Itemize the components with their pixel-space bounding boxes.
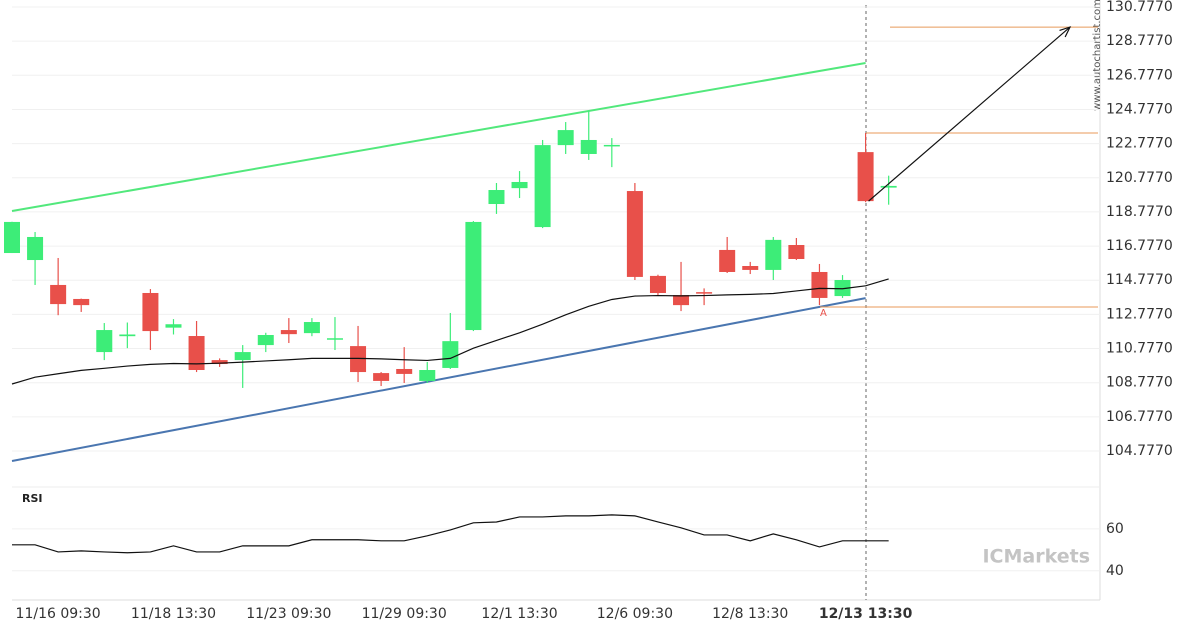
y-tick-label: 108.7770	[1106, 375, 1173, 391]
candle-body	[4, 221, 20, 254]
candle-body	[142, 292, 159, 332]
projection-arrow	[868, 26, 1071, 202]
y-tick-label: 60	[1106, 521, 1124, 537]
candle-body	[742, 266, 759, 270]
candle-body	[649, 275, 666, 293]
candle-body	[350, 346, 367, 373]
candle-body	[696, 292, 713, 294]
x-tick-label: 11/29 09:30	[362, 606, 447, 622]
resistance-line	[11, 61, 866, 213]
candle-body	[419, 370, 436, 381]
candle-body	[234, 352, 251, 361]
candle-body	[834, 280, 851, 297]
y-tick-label: 118.7770	[1106, 204, 1173, 220]
watermark: www.autochartist.com	[1092, 0, 1103, 111]
candle-body	[396, 368, 413, 374]
x-tick-label: 12/13 13:30	[819, 606, 913, 622]
candle-body	[788, 245, 805, 260]
candle-body	[880, 185, 897, 188]
x-tick-label: 12/8 13:30	[712, 606, 788, 622]
x-tick-label: 11/16 09:30	[16, 606, 101, 622]
candle-body	[465, 221, 482, 331]
candle-body	[73, 298, 90, 306]
candle-body	[211, 360, 228, 365]
candle-body	[626, 191, 643, 277]
candle-body	[96, 330, 113, 353]
y-tick-label: 126.7770	[1106, 67, 1173, 83]
candle-body	[326, 338, 343, 340]
candle-body	[603, 144, 620, 147]
pattern-label: A	[820, 308, 827, 319]
candle-body	[257, 334, 274, 346]
brand-logo: ICMarkets	[982, 546, 1090, 568]
y-tick-label: 104.7770	[1106, 443, 1173, 459]
y-tick-label: 128.7770	[1106, 33, 1173, 49]
candle-body	[280, 330, 297, 335]
moving-average	[11, 278, 889, 385]
candle-body	[719, 249, 736, 272]
candle-body	[50, 284, 67, 305]
y-tick-label: 130.7770	[1106, 0, 1173, 15]
x-tick-label: 11/23 09:30	[246, 606, 331, 622]
candle-body	[857, 152, 874, 202]
arrow-head	[1059, 26, 1072, 38]
x-tick-label: 11/18 13:30	[131, 606, 216, 622]
y-tick-label: 116.7770	[1106, 238, 1173, 254]
candle-body	[165, 324, 182, 328]
y-tick-label: 122.7770	[1106, 136, 1173, 152]
candle-body	[373, 373, 390, 381]
candle-body	[811, 271, 828, 298]
rsi-line	[12, 514, 889, 554]
candle-body	[765, 239, 782, 270]
y-tick-label: 112.7770	[1106, 306, 1173, 322]
candle-body	[188, 336, 205, 371]
candle-body	[303, 322, 320, 334]
x-tick-label: 12/6 09:30	[597, 606, 673, 622]
x-tick-label: 12/1 13:30	[481, 606, 557, 622]
candle-body	[580, 139, 597, 154]
candle-body	[534, 145, 551, 228]
y-tick-label: 110.7770	[1106, 341, 1173, 357]
y-tick-label: 120.7770	[1106, 170, 1173, 186]
y-tick-label: 40	[1106, 563, 1124, 579]
candle-body	[27, 236, 44, 261]
candle-body	[119, 334, 136, 337]
candle-body	[488, 190, 505, 205]
y-tick-label: 106.7770	[1106, 409, 1173, 425]
support-line	[11, 297, 866, 463]
candle-body	[557, 130, 574, 146]
y-tick-label: 114.7770	[1106, 272, 1173, 288]
candle-body	[673, 295, 690, 306]
y-tick-label: 124.7770	[1106, 101, 1173, 117]
candle-body	[511, 181, 528, 189]
rsi-title: RSI	[22, 492, 43, 505]
candle-body	[442, 341, 459, 368]
